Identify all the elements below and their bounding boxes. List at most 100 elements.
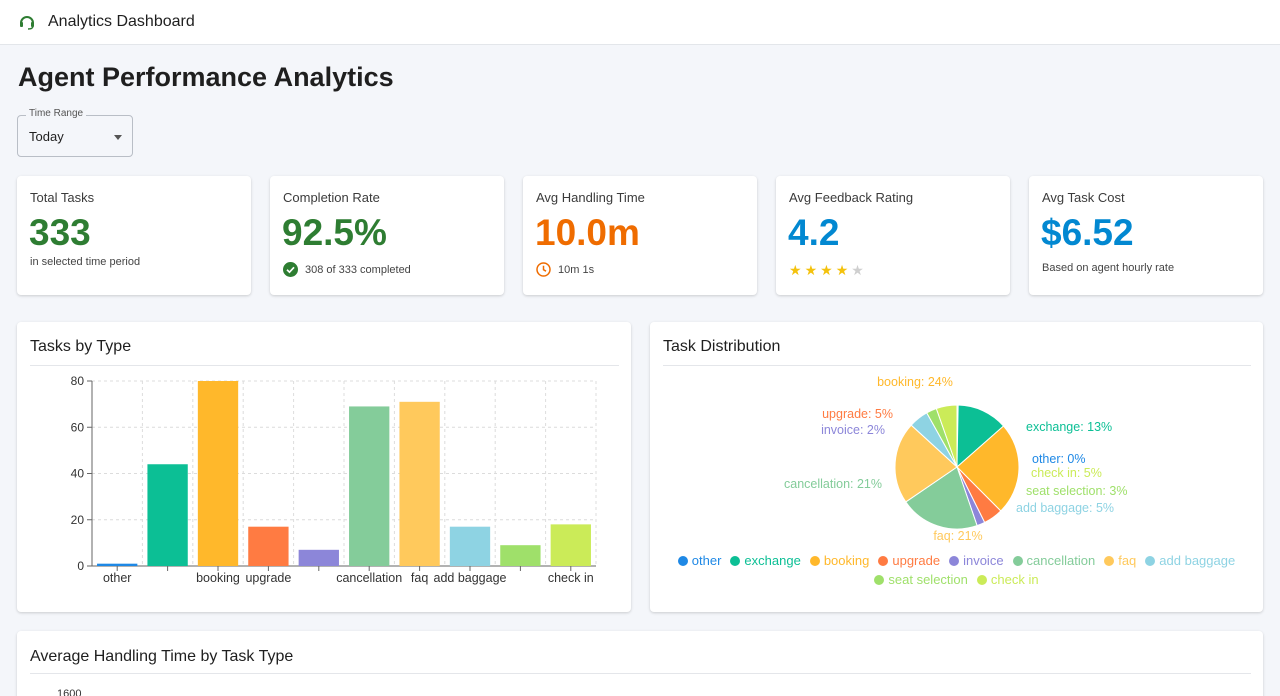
divider — [663, 365, 1251, 366]
kpi-value: $6.52 — [1041, 212, 1134, 253]
kpi-title: Avg Task Cost — [1042, 190, 1125, 205]
x-tick-label: add baggage — [434, 571, 507, 585]
kpi-card-avg-handling-time: Avg Handling Time 10.0m 10m 1s — [523, 176, 757, 295]
y-tick-label: 20 — [71, 513, 85, 527]
pie-slice-label: check in: 5% — [1031, 466, 1102, 480]
kpi-title: Completion Rate — [283, 190, 380, 205]
legend-item[interactable]: upgrade — [878, 554, 940, 568]
star-filled-icon: ★ — [835, 262, 849, 278]
time-range-value: Today — [29, 129, 64, 144]
legend-label: booking — [823, 553, 870, 568]
bar-invoice — [298, 549, 339, 566]
headset-icon — [18, 13, 36, 31]
panel-title: Tasks by Type — [30, 338, 132, 355]
kpi-subtitle-row: 10m 1s — [536, 262, 594, 277]
app-title: Analytics Dashboard — [48, 13, 195, 30]
bar-seat-selection — [500, 545, 541, 566]
kpi-value: 333 — [29, 212, 91, 253]
task-distribution-chart: other: 0% exchange: 13% booking: 24% upgrad… — [784, 375, 1127, 543]
bar-upgrade — [248, 526, 289, 566]
star-filled-icon: ★ — [789, 262, 802, 278]
y-tick-label: 1600 — [57, 688, 82, 696]
kpi-title: Avg Handling Time — [536, 190, 645, 205]
legend-swatch — [878, 556, 889, 566]
pie-slice-label: booking: 24% — [877, 375, 953, 389]
x-tick-label: faq — [411, 571, 428, 585]
divider — [30, 673, 1251, 674]
pie-legend: other exchange booking upgrade invoice cancel… — [670, 554, 1243, 587]
legend-swatch — [976, 575, 987, 585]
legend-label: upgrade — [892, 553, 941, 568]
legend-label: add baggage — [1159, 553, 1236, 568]
legend-item[interactable]: booking — [809, 553, 870, 568]
bar-other — [97, 563, 138, 566]
task-distribution-panel: Task Distribution other: 0% exchange: 13%… — [650, 322, 1263, 612]
tasks-by-type-panel: Tasks by Type 0 20 40 60 80 other booking upgra… — [17, 322, 631, 612]
legend-item[interactable]: cancellation — [1012, 553, 1096, 568]
y-tick-label: 80 — [71, 374, 85, 388]
kpi-card-total-tasks: Total Tasks 333 in selected time period — [17, 176, 251, 295]
legend-label: exchange — [744, 553, 801, 568]
kpi-title: Avg Feedback Rating — [789, 190, 914, 205]
kpi-subtitle: 308 of 333 completed — [305, 263, 411, 276]
check-circle-icon — [283, 262, 298, 277]
bar-exchange — [147, 464, 188, 566]
tasks-by-type-chart: 0 20 40 60 80 other booking upgrade cancellation… — [71, 374, 597, 585]
pie-slice-booking — [956, 425, 1020, 512]
star-empty-icon: ★ — [851, 262, 864, 278]
kpi-card-avg-feedback-rating: Avg Feedback Rating 4.2 ★ ★ ★ ★ ★ — [776, 176, 1010, 295]
rating-stars: ★ ★ ★ ★ ★ — [789, 262, 864, 279]
y-tick-label: 60 — [71, 420, 85, 434]
x-tick-label: cancellation — [336, 571, 402, 585]
legend-label: cancellation — [1026, 553, 1096, 568]
pie-slice-cancellation — [905, 466, 978, 530]
legend-swatch — [1012, 556, 1023, 566]
kpi-subtitle-row: 308 of 333 completed — [283, 262, 411, 277]
kpi-subtitle: in selected time period — [30, 256, 141, 268]
legend-swatch — [677, 556, 688, 566]
pie-slice-label: exchange: 13% — [1026, 420, 1112, 434]
legend-item[interactable]: exchange — [730, 553, 801, 568]
legend-item[interactable]: faq — [1104, 554, 1136, 568]
kpi-title: Total Tasks — [30, 190, 95, 205]
kpi-value: 10.0m — [535, 212, 640, 253]
legend-label: check in — [990, 572, 1039, 587]
star-filled-icon: ★ — [820, 262, 833, 278]
kpi-subtitle: Based on agent hourly rate — [1042, 262, 1175, 274]
legend-item[interactable]: check in — [976, 572, 1039, 587]
star-filled-icon: ★ — [804, 262, 818, 278]
legend-item[interactable]: other — [677, 553, 722, 568]
kpi-card-completion-rate: Completion Rate 92.5% 308 of 333 complet… — [270, 176, 504, 295]
app-bar: Analytics Dashboard — [0, 0, 1280, 45]
legend-swatch — [730, 556, 741, 566]
legend-swatch — [1104, 556, 1115, 566]
panel-title: Average Handling Time by Task Type — [30, 648, 294, 665]
legend-label: faq — [1118, 553, 1137, 568]
legend-label: other — [691, 553, 722, 568]
pie-slice-label: cancellation: 21% — [784, 477, 882, 491]
kpi-subtitle: 10m 1s — [558, 263, 595, 276]
bar-add-baggage — [449, 526, 491, 566]
bar-check-in — [550, 524, 591, 566]
legend-item[interactable]: seat selection — [874, 573, 968, 587]
clock-icon — [536, 262, 551, 277]
pie-slice-label: invoice: 2% — [821, 423, 885, 437]
legend-item[interactable]: invoice — [949, 554, 1004, 568]
pie-slice-faq — [894, 424, 958, 503]
panel-title: Task Distribution — [663, 338, 781, 355]
time-range-label: Time Range — [26, 108, 87, 119]
pie-slice-label: upgrade: 5% — [822, 407, 893, 421]
chevron-down-icon — [114, 135, 122, 140]
bar-faq — [399, 401, 440, 566]
legend-item[interactable]: add baggage — [1145, 554, 1235, 568]
legend-swatch — [949, 556, 960, 566]
pie-slice-check-in — [935, 404, 958, 468]
bar-cancellation — [349, 406, 390, 566]
time-range-select[interactable]: Time Range Today — [17, 108, 133, 157]
y-tick-label: 0 — [77, 559, 84, 573]
kpi-value: 4.2 — [788, 212, 840, 253]
x-tick-label: check in — [548, 571, 594, 585]
legend-swatch — [1145, 556, 1156, 566]
x-tick-label: other — [103, 571, 132, 585]
bar-booking — [197, 381, 239, 566]
